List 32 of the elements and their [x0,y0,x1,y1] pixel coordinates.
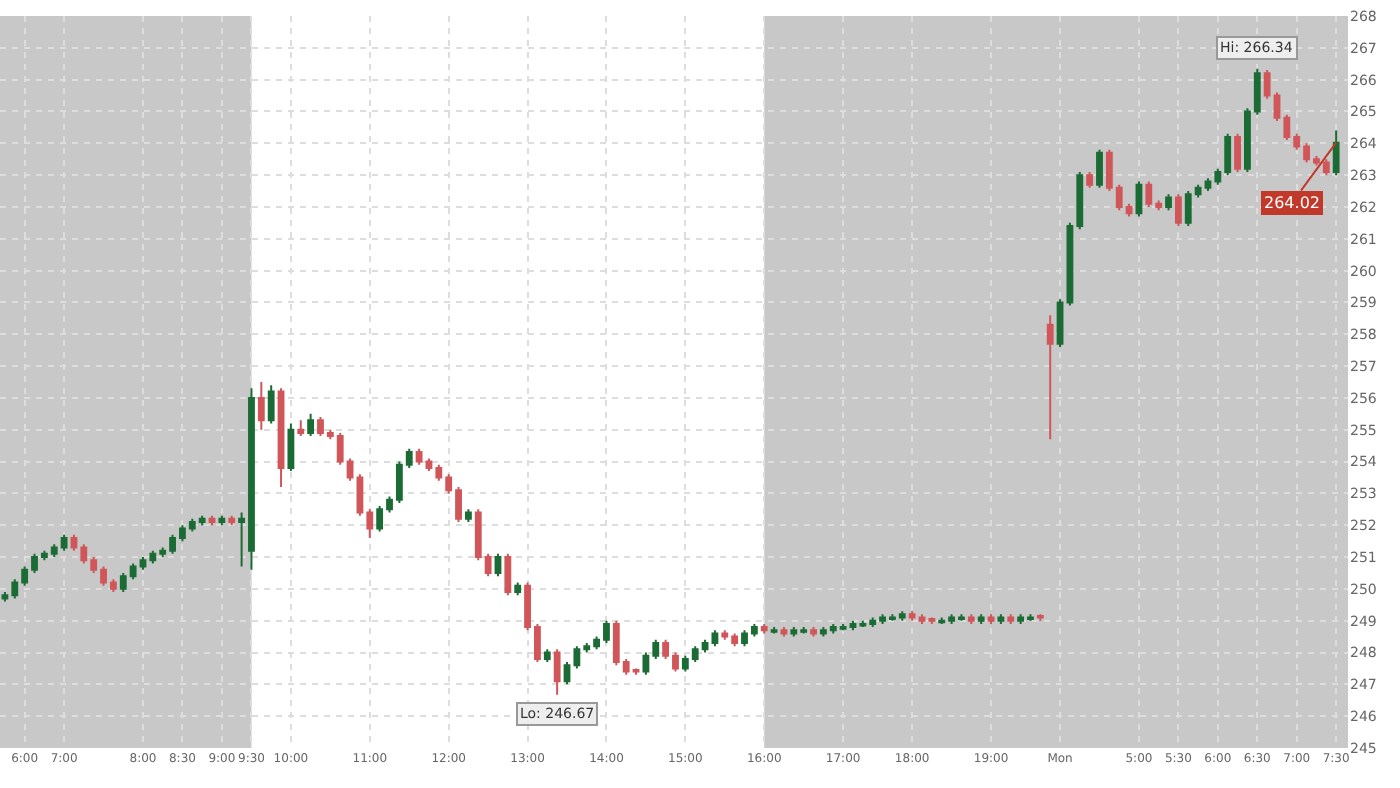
candlestick [504,552,512,597]
annotation: 264.02 [1264,194,1320,212]
candlestick [267,384,275,425]
candlestick [553,648,561,696]
candlestick [711,629,719,648]
candlestick [1234,132,1241,173]
candlestick [967,613,975,625]
candlestick [287,422,295,473]
candlestick [780,626,788,638]
candlestick [464,508,472,524]
candlestick [1332,129,1340,177]
candlestick [810,626,817,638]
candlestick [1086,170,1094,189]
candlestick [277,387,285,489]
candlestick [218,514,226,527]
candlestick [257,381,265,431]
candlestick [514,581,522,597]
candlestick [1165,193,1172,212]
candlestick [1036,613,1044,622]
candlestick [997,613,1005,625]
candlestick [977,613,985,625]
candlestick [297,419,305,438]
candlestick [307,412,315,438]
candlestick [1096,148,1103,189]
candlestick [987,613,995,625]
candlestick [770,626,778,635]
candlestick [543,648,551,664]
candlestick [1174,193,1182,228]
candlestick [760,622,768,635]
candlestick [1046,314,1054,441]
candlestick [228,514,236,527]
candlestick [1007,613,1015,625]
